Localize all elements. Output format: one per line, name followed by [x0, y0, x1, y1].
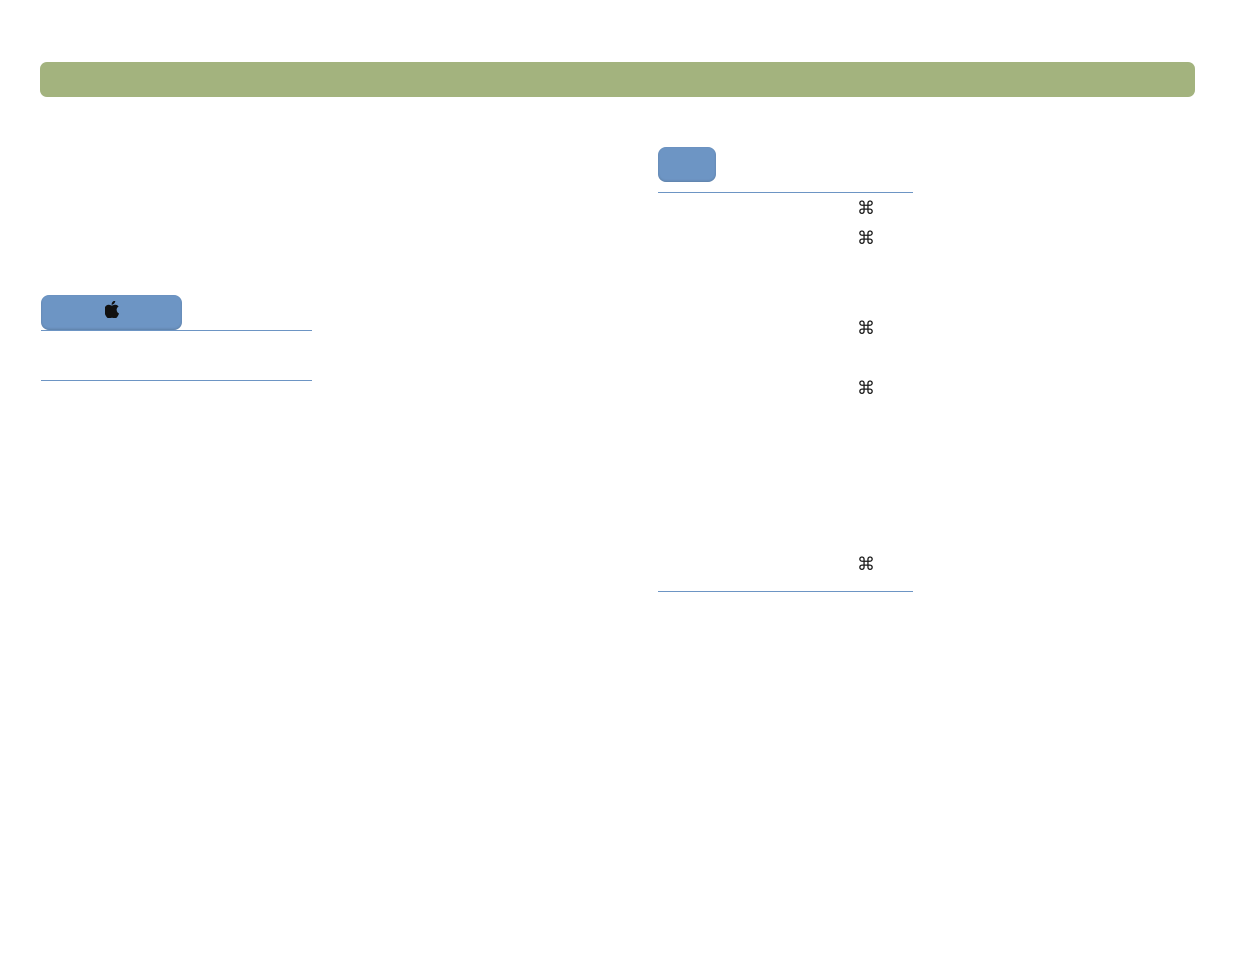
menu-spacer [658, 343, 913, 373]
menu-item[interactable]: ⌘ [658, 223, 913, 253]
right-menu-header[interactable] [658, 147, 716, 182]
menu-item[interactable]: ⌘ [658, 549, 913, 579]
menu-item[interactable] [658, 433, 913, 463]
left-menu-panel [41, 295, 312, 381]
menu-item[interactable] [658, 253, 913, 283]
right-menu-panel: ⌘ ⌘ ⌘ ⌘ ⌘ [658, 147, 913, 592]
menu-item[interactable] [658, 403, 913, 433]
menu-item[interactable]: ⌘ [658, 313, 913, 343]
topbar [40, 62, 1195, 97]
left-divider-top [41, 330, 312, 331]
menu-item[interactable] [658, 283, 913, 313]
left-divider-bottom [41, 380, 312, 381]
command-icon: ⌘ [857, 379, 875, 397]
command-icon: ⌘ [857, 319, 875, 337]
command-icon: ⌘ [857, 555, 875, 573]
right-divider-bottom [658, 591, 913, 592]
command-icon: ⌘ [857, 229, 875, 247]
menu-spacer [658, 493, 913, 549]
command-icon: ⌘ [857, 199, 875, 217]
left-menu-header[interactable] [41, 295, 182, 330]
menu-item[interactable] [658, 463, 913, 493]
menu-item[interactable]: ⌘ [658, 193, 913, 223]
menu-item[interactable]: ⌘ [658, 373, 913, 403]
apple-icon [105, 301, 119, 318]
